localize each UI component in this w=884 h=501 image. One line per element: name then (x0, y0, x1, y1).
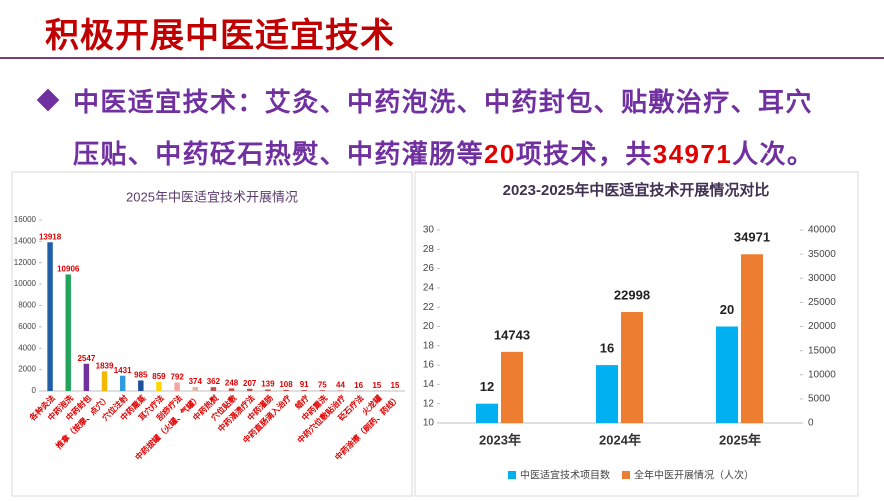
bar (83, 363, 90, 391)
bar (210, 387, 217, 391)
y-tick-label: 10000 (14, 279, 37, 288)
y-tick-label: 16 (423, 360, 435, 371)
total-visits: 34971 (652, 139, 733, 169)
bar (101, 371, 108, 391)
value-label: 75 (318, 380, 327, 389)
y-tick-label: 12000 (14, 258, 37, 267)
chart-frame (11, 171, 413, 497)
y-tick-label: 14000 (14, 236, 37, 245)
bar (247, 388, 253, 391)
y-tick-label: 6000 (18, 322, 36, 331)
slide-title: 积极开展中医适宜技术 (45, 17, 395, 55)
bar (174, 382, 180, 391)
y-tick-label: 16000 (14, 215, 37, 224)
technique-count: 20 (484, 139, 516, 169)
y-tick-label: 28 (423, 244, 435, 255)
value-label: 362 (207, 377, 221, 386)
bullet-text-part: 项技术，共 (515, 139, 653, 169)
bar (301, 390, 307, 391)
y-tick-label: 18 (423, 340, 435, 351)
y2-tick-label: 20000 (808, 321, 836, 332)
y-tick-label: 20 (423, 321, 435, 332)
value-label: 15 (390, 381, 399, 390)
x-tick-label: 2023年 (479, 432, 521, 447)
bar (319, 390, 326, 391)
bar (476, 403, 498, 423)
value-label: 207 (243, 379, 257, 388)
bar (47, 242, 53, 391)
legend-swatch (508, 471, 516, 479)
y-tick-label: 2000 (18, 365, 36, 374)
y-tick-label: 14 (423, 379, 435, 390)
legend-label: 中医适宜技术项目数 (520, 469, 610, 482)
bar (156, 381, 162, 391)
y-tick-label: 12 (423, 398, 435, 409)
bullet-text-part: 中医适宜技术：艾灸、中药泡洗、中药封包、贴敷治疗、耳穴压贴、中药砭石热熨、中药灌… (73, 87, 813, 169)
value-label: 44 (336, 381, 345, 390)
y2-tick-label: 35000 (808, 249, 836, 260)
bar (621, 312, 643, 423)
value-label: 20 (720, 302, 734, 317)
y2-tick-label: 10000 (808, 369, 836, 380)
bar (265, 389, 271, 391)
value-label: 15 (372, 381, 381, 390)
bar (65, 274, 71, 391)
value-label: 16 (600, 341, 614, 356)
y2-tick-label: 25000 (808, 297, 836, 308)
value-label: 12 (480, 379, 494, 394)
bar (138, 380, 144, 391)
legend-swatch (622, 471, 630, 479)
y2-tick-label: 30000 (808, 273, 836, 284)
y2-tick-label: 15000 (808, 345, 836, 356)
y2-tick-label: 5000 (808, 394, 831, 405)
value-label: 139 (261, 380, 275, 389)
y-tick-label: 10 (423, 418, 435, 429)
bar (596, 365, 618, 423)
value-label: 34971 (734, 230, 770, 245)
x-tick-label: 2024年 (599, 432, 641, 447)
bullet-text-part: 人次。 (732, 139, 815, 169)
value-label: 859 (152, 372, 166, 381)
y-tick-label: 24 (423, 283, 435, 294)
y-tick-label: 26 (423, 263, 435, 274)
bar (716, 326, 738, 423)
value-label: 1839 (96, 361, 114, 370)
y-tick-label: 30 (423, 225, 435, 236)
value-label: 13918 (39, 232, 62, 241)
bar (501, 351, 523, 423)
bar (283, 389, 289, 391)
value-label: 985 (134, 371, 148, 380)
y2-tick-label: 40000 (808, 225, 836, 236)
bar (228, 388, 235, 391)
y-tick-label: 22 (423, 302, 435, 313)
chart-title: 2023-2025年中医适宜技术开展情况对比 (503, 181, 770, 199)
y2-tick-label: 0 (808, 418, 814, 429)
x-tick-label: 2025年 (719, 432, 761, 447)
y-tick-label: 8000 (18, 301, 36, 310)
value-label: 792 (170, 373, 184, 382)
value-label: 108 (279, 380, 293, 389)
value-label: 91 (300, 380, 309, 389)
bar (119, 375, 126, 391)
y-tick-label: 0 (32, 386, 37, 395)
y-tick-label: 4000 (18, 343, 36, 352)
value-label: 374 (189, 377, 203, 386)
value-label: 10906 (57, 265, 80, 274)
value-label: 1431 (114, 366, 132, 375)
value-label: 2547 (77, 354, 95, 363)
bar (192, 387, 198, 391)
value-label: 14743 (494, 327, 530, 342)
chart-title: 2025年中医适宜技术开展情况 (126, 189, 298, 204)
title-rule (0, 57, 884, 59)
value-label: 16 (354, 381, 363, 390)
value-label: 22998 (614, 287, 650, 302)
bullet-text: 中医适宜技术：艾灸、中药泡洗、中药封包、贴敷治疗、耳穴压贴、中药砭石热熨、中药灌… (73, 76, 833, 180)
legend-label: 全年中医开展情况（人次） (634, 469, 754, 482)
bar (741, 254, 763, 423)
value-label: 248 (225, 378, 239, 387)
